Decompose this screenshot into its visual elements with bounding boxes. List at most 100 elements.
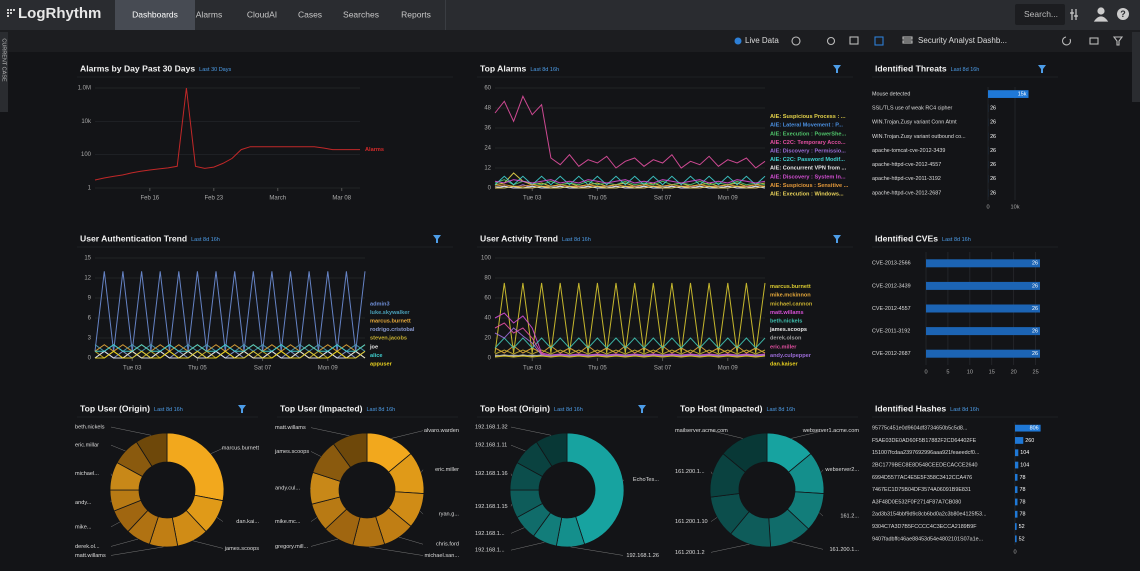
filter-icon[interactable] bbox=[833, 65, 841, 73]
nav-tab[interactable]: Searches bbox=[343, 9, 379, 19]
bar-label: F5AE03DE0AD60F5B17882F2CD64402FE bbox=[872, 438, 977, 444]
legend-entry: steven.jacobs bbox=[370, 336, 407, 342]
slice-label: ryan.g... bbox=[439, 512, 460, 518]
legend-entry: AIE: Discovery : System In... bbox=[770, 174, 846, 180]
bar bbox=[926, 281, 1040, 290]
value-label: 260 bbox=[1025, 438, 1034, 444]
settings-icon[interactable] bbox=[1070, 9, 1078, 20]
widget-title: User Authentication Trend bbox=[80, 233, 187, 243]
leader-line bbox=[710, 430, 743, 439]
slice-label: webserver2... bbox=[824, 467, 859, 473]
nav-tab[interactable]: Reports bbox=[401, 9, 431, 19]
bar-label: 151007fcdaa2397692996aaa921feaeedcf0... bbox=[872, 450, 979, 456]
nav-tab[interactable]: Cases bbox=[298, 9, 322, 19]
nav-tab[interactable]: Alarms bbox=[196, 9, 222, 19]
widget-subtitle: Last 8d 16h bbox=[191, 237, 220, 243]
x-tick-label: Feb 23 bbox=[204, 196, 223, 202]
y-tick-label: 10k bbox=[81, 119, 92, 125]
bar-label: apache-tomcat-cve-2012-3439 bbox=[872, 148, 945, 154]
legend-entry: beth.nickels bbox=[770, 318, 802, 324]
filter-icon[interactable] bbox=[1038, 65, 1046, 73]
widget-subtitle: Last 8d 16h bbox=[951, 67, 980, 73]
y-tick-label: 36 bbox=[484, 126, 491, 132]
legend-entry: AIE: Suspicious : Sensitive ... bbox=[770, 183, 849, 189]
y-tick-label: 80 bbox=[484, 276, 491, 282]
y-tick-label: 0 bbox=[488, 356, 492, 362]
leader-line bbox=[421, 469, 424, 473]
slice-label: james.scoops bbox=[274, 449, 309, 455]
legend-entry: AIE: Lateral Movement : P... bbox=[770, 123, 843, 129]
slice-label: 161.200.1... bbox=[675, 469, 705, 475]
value-label: 26 bbox=[1032, 329, 1038, 335]
x-tick-label: 10k bbox=[1010, 204, 1019, 210]
filter-icon[interactable] bbox=[238, 405, 246, 413]
series-line bbox=[494, 282, 766, 354]
slice-label: 192.168.1.15 bbox=[475, 504, 508, 510]
series-line bbox=[494, 327, 766, 357]
legend-entry: AIE: C2C: Temporary Acco... bbox=[770, 140, 846, 146]
legend-entry: AIE: Execution : Windows... bbox=[770, 191, 844, 197]
y-tick-label: 12 bbox=[484, 166, 491, 172]
x-tick-label: Feb 16 bbox=[140, 196, 159, 202]
widget-title: Top User (Origin) bbox=[80, 403, 150, 413]
legend-entry: luke.skywalker bbox=[370, 310, 410, 316]
leader-line bbox=[216, 517, 224, 522]
widget-title: Identified CVEs bbox=[875, 233, 938, 243]
legend-entry: mike.mckinnon bbox=[770, 293, 811, 299]
y-tick-label: 0 bbox=[488, 186, 492, 192]
slice-label: 192.168.1.16 bbox=[475, 471, 508, 477]
dashboard-name[interactable]: Security Analyst Dashb... bbox=[918, 36, 1007, 45]
slice-label: chris.ford bbox=[436, 542, 459, 548]
x-tick-label: 0 bbox=[986, 204, 989, 210]
slice-label: derek.ol... bbox=[75, 544, 100, 550]
slice-label: dan.kai... bbox=[236, 519, 259, 525]
leader-line bbox=[110, 521, 120, 528]
x-tick-label: Mon 09 bbox=[718, 196, 739, 202]
x-tick-label: 0 bbox=[924, 369, 927, 375]
bar bbox=[926, 259, 1040, 268]
filter-icon[interactable] bbox=[833, 235, 841, 243]
legend-entry: rodrigo.cristobal bbox=[370, 327, 415, 333]
leader-line bbox=[110, 426, 152, 436]
x-tick-label: Mon 09 bbox=[718, 366, 739, 372]
series-line bbox=[95, 344, 366, 352]
widget-title: Top Alarms bbox=[480, 63, 527, 73]
notification-tab[interactable] bbox=[1132, 32, 1140, 102]
filter-icon[interactable] bbox=[638, 405, 646, 413]
user-icon[interactable] bbox=[1097, 7, 1105, 15]
series-line bbox=[494, 337, 766, 349]
legend-entry: andy.culpepper bbox=[770, 353, 812, 359]
bar-label: CVE-2012-2687 bbox=[872, 351, 911, 357]
legend-entry: marcus.burnett bbox=[770, 284, 811, 290]
search-box[interactable] bbox=[1015, 4, 1065, 25]
x-tick-label: Mar 08 bbox=[332, 196, 351, 202]
series-line bbox=[494, 95, 766, 169]
legend-entry: michael.cannon bbox=[770, 301, 813, 307]
nav-divider bbox=[445, 0, 446, 30]
leader-line bbox=[821, 469, 824, 473]
leader-line bbox=[510, 527, 525, 534]
y-tick-label: 48 bbox=[484, 106, 491, 112]
bar-label: CVE-2012-3439 bbox=[872, 283, 911, 289]
leader-line bbox=[110, 473, 113, 476]
leader-line bbox=[310, 517, 318, 522]
side-tab[interactable] bbox=[0, 32, 8, 112]
donut-slice bbox=[135, 432, 168, 467]
widget-subtitle: Last 30 Days bbox=[199, 67, 231, 73]
leader-line bbox=[791, 541, 824, 550]
x-tick-label: 10 bbox=[967, 369, 973, 375]
nav-tab[interactable]: CloudAI bbox=[247, 9, 277, 19]
help-glyph: ? bbox=[1120, 9, 1126, 19]
help-icon[interactable] bbox=[1117, 8, 1129, 20]
nav-tab[interactable]: Dashboards bbox=[132, 9, 178, 19]
live-data[interactable]: Live Data bbox=[745, 36, 779, 45]
leader-line bbox=[110, 546, 164, 556]
filter-icon[interactable] bbox=[433, 235, 441, 243]
widget-subtitle: Last 8d 16h bbox=[942, 237, 971, 243]
leader-line bbox=[819, 512, 824, 517]
value-label: 78 bbox=[1019, 512, 1025, 518]
bar-label: CVE-2012-4557 bbox=[872, 306, 911, 312]
x-tick-label: Sat 07 bbox=[654, 366, 672, 372]
x-tick-label: 15 bbox=[989, 369, 995, 375]
